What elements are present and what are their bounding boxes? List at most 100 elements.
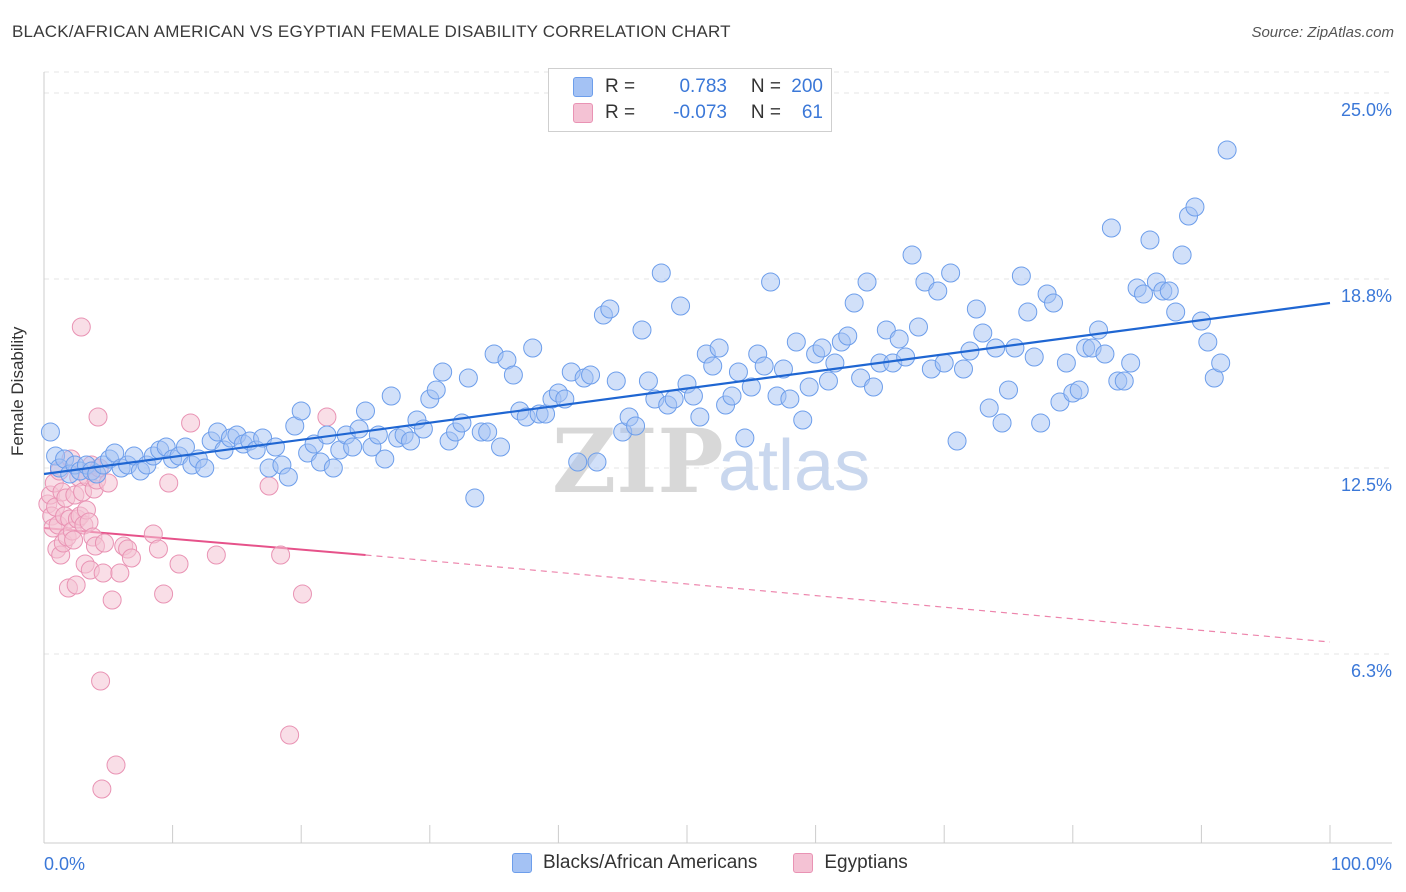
black-point (638, 371, 658, 391)
black-point (503, 365, 523, 385)
black-point (632, 320, 652, 340)
black-point (793, 410, 813, 430)
egyptian-point (66, 575, 86, 595)
egyptian-point (292, 584, 312, 604)
black-point (703, 356, 723, 376)
black-point (278, 467, 298, 487)
black-point (651, 263, 671, 283)
black-point (799, 377, 819, 397)
black-point (1069, 380, 1089, 400)
axes (43, 72, 1392, 844)
egyptian-point (64, 530, 84, 550)
black-point (375, 449, 395, 469)
egyptian-point (93, 563, 113, 583)
chart-title: BLACK/AFRICAN AMERICAN VS EGYPTIAN FEMAL… (12, 22, 731, 41)
series-legend-label: Blacks/African Americans (543, 852, 758, 873)
black-point (683, 386, 703, 406)
black-point (1056, 353, 1076, 373)
black-point (606, 371, 626, 391)
black-point (999, 380, 1018, 400)
black-point (838, 326, 858, 346)
series-swatch-egyptian (793, 853, 814, 873)
black-point (664, 389, 684, 409)
black-point (581, 365, 601, 385)
black-point (568, 452, 588, 472)
black-point (992, 413, 1012, 433)
black-point (381, 386, 401, 406)
black-point (1011, 266, 1031, 286)
egyptian-point (71, 317, 91, 337)
black-point (908, 317, 928, 337)
black-point (1044, 293, 1064, 313)
series-legend-black: Blacks/African Americans (512, 852, 757, 874)
x-tick-label-min: 0.0% (44, 854, 85, 874)
y-tick-label: 6.3% (1351, 661, 1392, 681)
black-point (478, 422, 498, 442)
y-tick-labels: 6.3% 12.5% 18.8% 25.0% (1341, 100, 1392, 681)
black-point (902, 245, 922, 265)
black-point (1159, 281, 1179, 301)
black-point (671, 296, 691, 316)
egyptian-point (88, 407, 108, 427)
egyptian-point (317, 407, 337, 427)
legend-n-label: N = (750, 102, 781, 123)
legend-r-value: -0.073 (673, 102, 727, 123)
legend-n-value: 200 (791, 76, 823, 97)
egyptian-point (148, 539, 168, 559)
egyptian-point (169, 554, 189, 574)
black-point (709, 338, 729, 358)
series-legend: Blacks/African Americans Egyptians (512, 852, 944, 874)
black-point (426, 380, 446, 400)
black-point (1024, 347, 1044, 367)
black-point (812, 338, 832, 358)
egyptian-point (91, 671, 111, 691)
black-trend (43, 301, 1331, 476)
black-point (195, 458, 215, 478)
black-point (928, 281, 948, 301)
black-point (1031, 413, 1051, 433)
black-point (1211, 353, 1231, 373)
black-point (40, 422, 60, 442)
black-point (953, 359, 973, 379)
black-point (265, 437, 285, 457)
egyptian-point (181, 413, 201, 433)
y-tick-label: 12.5% (1341, 475, 1392, 495)
egyptian-trend (43, 527, 1331, 643)
black-point (1089, 320, 1109, 340)
black-point (857, 272, 877, 292)
black-point (941, 263, 961, 283)
legend-n-label: N = (750, 76, 781, 97)
egyptian-point (259, 476, 279, 496)
x-tick-label-max: 100.0% (1331, 854, 1392, 874)
x-ticks (172, 825, 1331, 843)
black-point (735, 428, 755, 448)
series-legend-egyptian: Egyptians (793, 852, 908, 874)
black-point (973, 323, 993, 343)
black-points (40, 140, 1237, 508)
black-point (1185, 197, 1205, 217)
black-point (754, 356, 774, 376)
legend-row-black: R = 0.783 N = 200 (573, 74, 823, 100)
black-point (1217, 140, 1237, 160)
black-point (343, 437, 363, 457)
black-point (1198, 332, 1218, 352)
black-point (587, 452, 607, 472)
black-point (863, 377, 883, 397)
black-point (722, 386, 742, 406)
black-point (1121, 353, 1141, 373)
egyptian-point (106, 755, 126, 775)
black-point (934, 353, 954, 373)
legend-row-egyptian: R = -0.073 N = 61 (573, 100, 823, 126)
black-point (786, 332, 806, 352)
y-tick-label: 25.0% (1341, 100, 1392, 120)
black-point (780, 389, 800, 409)
black-point (761, 272, 781, 292)
legend-r-label: R = (605, 76, 636, 97)
black-point (626, 416, 646, 436)
black-point (728, 362, 748, 382)
egyptian-point (271, 545, 291, 565)
y-tick-label: 18.8% (1341, 286, 1392, 306)
black-point (491, 437, 511, 457)
black-point (947, 431, 967, 451)
black-trend-line (43, 301, 1331, 476)
